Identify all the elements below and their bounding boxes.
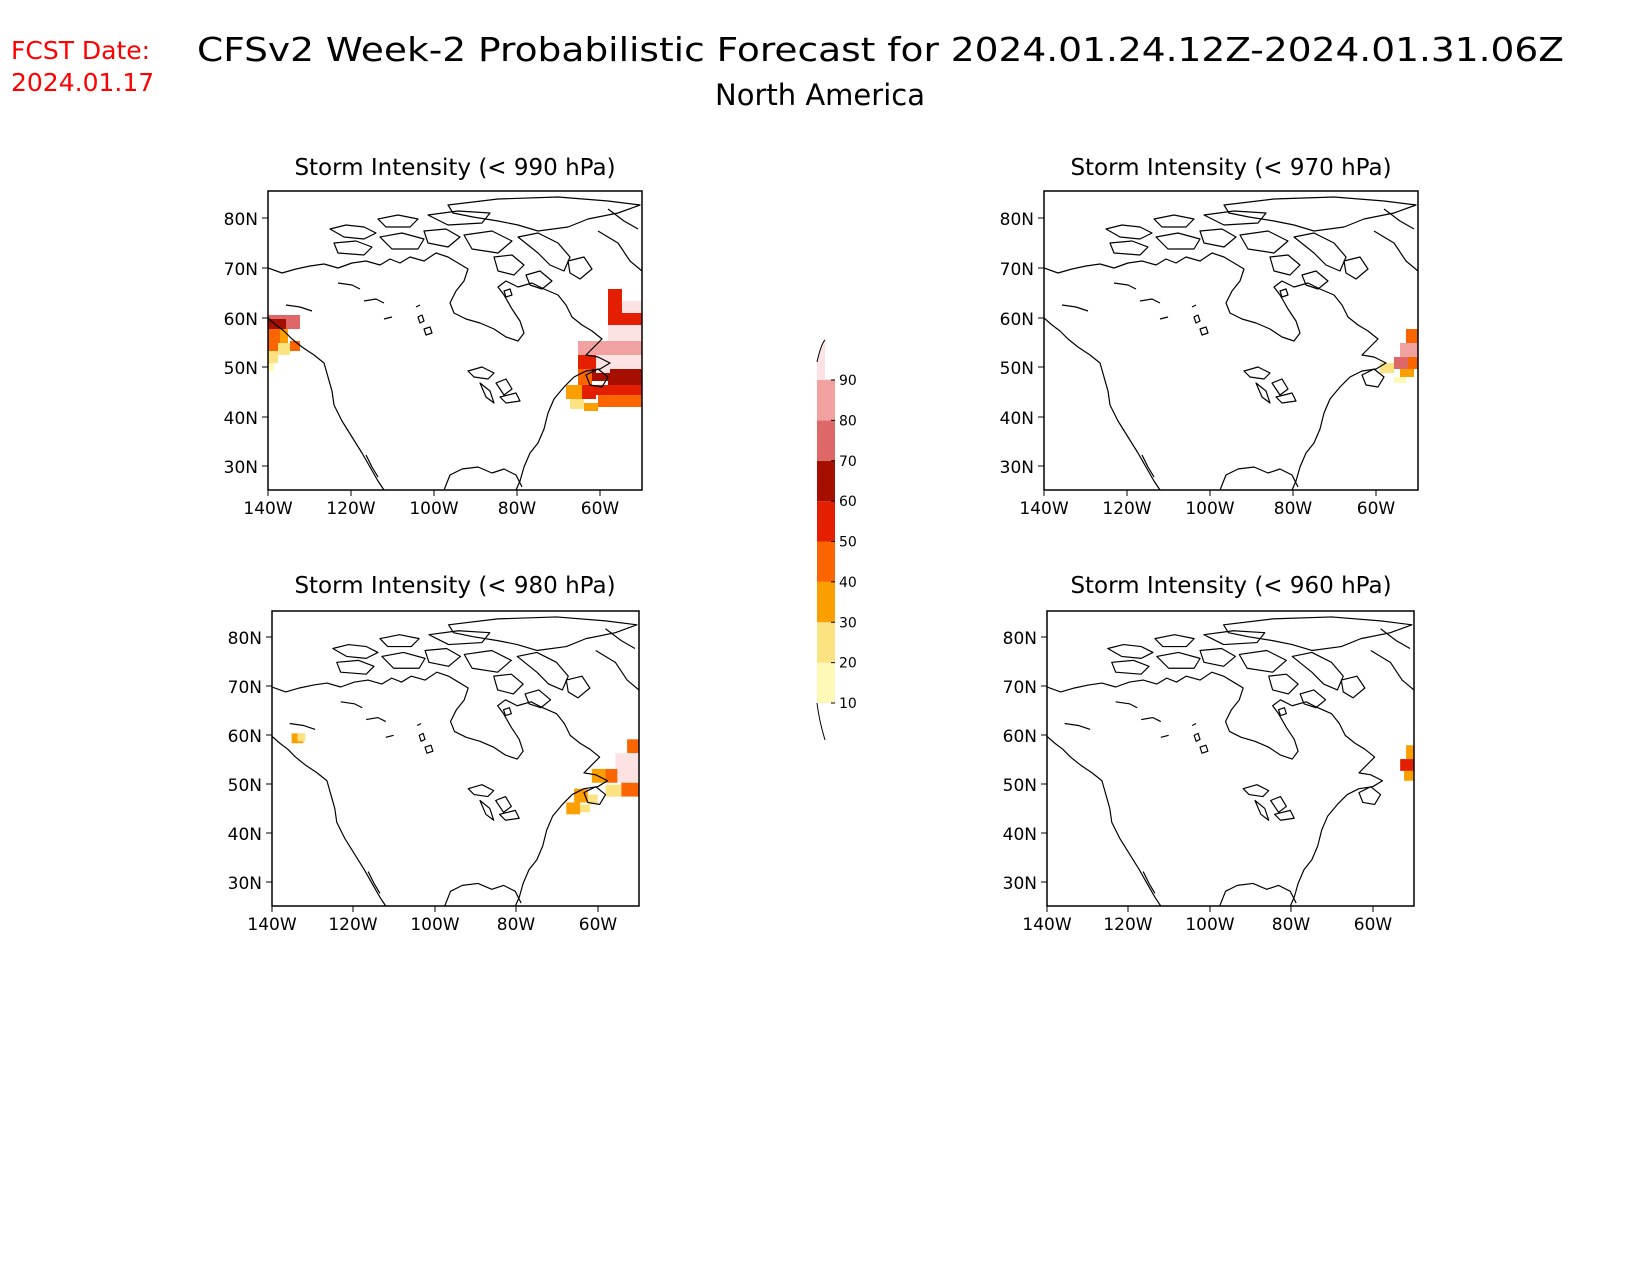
lon-tick-label: 100W — [410, 915, 459, 935]
lon-tick-label: 100W — [1185, 499, 1234, 519]
lon-axis: 140W 120W 100W 80W 60W — [243, 490, 619, 519]
lon-tick-label: 80W — [498, 499, 537, 519]
lat-tick-label: 70N — [228, 678, 262, 698]
colorbar-label: 10 — [839, 696, 857, 712]
lat-tick-label: 40N — [1003, 825, 1037, 845]
subtitle: North America — [715, 78, 925, 112]
lat-tick-label: 50N — [1000, 359, 1034, 379]
lon-tick-label: 140W — [1022, 915, 1071, 935]
lat-tick-label: 60N — [228, 727, 262, 747]
colorbar-swatch — [817, 420, 835, 461]
lat-tick-label: 70N — [1000, 260, 1034, 280]
lat-tick-label: 50N — [1003, 776, 1037, 796]
colorbar-label: 20 — [839, 656, 857, 672]
lat-axis: 80N 70N 60N 50N 40N 30N — [1000, 210, 1044, 478]
panel-960: Storm Intensity (< 960 hPa) 80N 70N 60N … — [1003, 573, 1415, 935]
lat-tick-label: 30N — [228, 874, 262, 894]
colorbar-swatch — [817, 662, 835, 703]
colorbar: 10 20 30 40 50 60 70 80 90 — [816, 339, 857, 741]
lon-tick-label: 120W — [326, 499, 375, 519]
lat-tick-label: 80N — [1000, 210, 1034, 230]
colorbar-cap-top — [817, 340, 825, 380]
lat-tick-label: 70N — [1003, 678, 1037, 698]
panel-title: Storm Intensity (< 960 hPa) — [1070, 573, 1391, 599]
lat-tick-label: 30N — [224, 458, 258, 478]
colorbar-cap-bottom — [816, 702, 826, 741]
colorbar-swatch — [817, 380, 835, 421]
lon-tick-label: 80W — [1274, 499, 1313, 519]
colorbar-label: 80 — [839, 413, 857, 429]
lon-tick-label: 60W — [1354, 915, 1393, 935]
lat-axis: 80N 70N 60N 50N 40N 30N — [224, 210, 268, 478]
colorbar-swatch — [817, 501, 835, 542]
probability-shading — [1044, 196, 1418, 490]
colorbar-swatch — [817, 379, 835, 380]
lat-tick-label: 40N — [228, 825, 262, 845]
map-frame — [1046, 610, 1415, 907]
lat-tick-label: 80N — [224, 210, 258, 230]
lon-tick-label: 120W — [1102, 499, 1151, 519]
probability-shading — [272, 616, 639, 906]
lat-tick-label: 70N — [224, 260, 258, 280]
lat-tick-label: 40N — [1000, 409, 1034, 429]
lon-tick-label: 120W — [1103, 915, 1152, 935]
lon-axis: 140W 120W 100W 80W 60W — [1019, 490, 1395, 519]
lon-tick-label: 80W — [497, 915, 536, 935]
colorbar-swatch — [817, 541, 835, 582]
colorbar-label: 70 — [839, 454, 857, 470]
map-frame — [267, 190, 643, 491]
probability-shading — [1047, 616, 1414, 906]
lat-tick-label: 60N — [1003, 727, 1037, 747]
colorbar-label: 40 — [839, 575, 857, 591]
lon-tick-label: 100W — [1185, 915, 1234, 935]
fcst-date: 2024.01.17 — [11, 68, 154, 97]
lon-tick-label: 100W — [409, 499, 458, 519]
panel-990: Storm Intensity (< 990 hPa) — [224, 155, 643, 519]
colorbar-label: 60 — [839, 494, 857, 510]
lat-tick-label: 80N — [228, 629, 262, 649]
lat-axis: 80N 70N 60N 50N 40N 30N — [1003, 629, 1047, 894]
panel-980: Storm Intensity (< 980 hPa) 80N 70N — [228, 573, 640, 935]
lon-tick-label: 140W — [1019, 499, 1068, 519]
map-frame — [271, 610, 640, 907]
panel-title: Storm Intensity (< 970 hPa) — [1070, 155, 1391, 181]
probability-shading — [268, 196, 642, 490]
colorbar-labels: 10 20 30 40 50 60 70 80 90 — [831, 373, 857, 712]
main-title: CFSv2 Week-2 Probabilistic Forecast for … — [197, 30, 1564, 69]
lat-tick-label: 30N — [1000, 458, 1034, 478]
lon-axis: 140W 120W 100W 80W 60W — [247, 906, 617, 935]
map-frame — [1043, 190, 1419, 491]
fcst-label: FCST Date: — [11, 36, 150, 65]
lat-tick-label: 80N — [1003, 629, 1037, 649]
panel-title: Storm Intensity (< 990 hPa) — [294, 155, 615, 181]
colorbar-label: 30 — [839, 615, 857, 631]
lon-tick-label: 140W — [247, 915, 296, 935]
lon-tick-label: 60W — [579, 915, 618, 935]
lat-tick-label: 50N — [224, 359, 258, 379]
panel-title: Storm Intensity (< 980 hPa) — [294, 573, 615, 599]
lon-tick-label: 60W — [581, 499, 620, 519]
colorbar-label: 50 — [839, 535, 857, 551]
panel-970: Storm Intensity (< 970 hPa) 80N 70N 60N … — [1000, 155, 1419, 519]
lon-tick-label: 80W — [1272, 915, 1311, 935]
lon-tick-label: 140W — [243, 499, 292, 519]
colorbar-swatches — [817, 379, 835, 703]
colorbar-swatch — [817, 581, 835, 623]
colorbar-swatch — [817, 622, 835, 663]
colorbar-label: 90 — [839, 373, 857, 389]
lon-axis: 140W 120W 100W 80W 60W — [1022, 906, 1392, 935]
lon-tick-label: 60W — [1357, 499, 1396, 519]
lat-axis: 80N 70N 60N 50N 40N 30N — [228, 629, 272, 894]
lat-tick-label: 40N — [224, 409, 258, 429]
lat-tick-label: 50N — [228, 776, 262, 796]
lon-tick-label: 120W — [328, 915, 377, 935]
lat-tick-label: 30N — [1003, 874, 1037, 894]
lat-tick-label: 60N — [224, 310, 258, 330]
lat-tick-label: 60N — [1000, 310, 1034, 330]
colorbar-swatch — [817, 460, 835, 502]
